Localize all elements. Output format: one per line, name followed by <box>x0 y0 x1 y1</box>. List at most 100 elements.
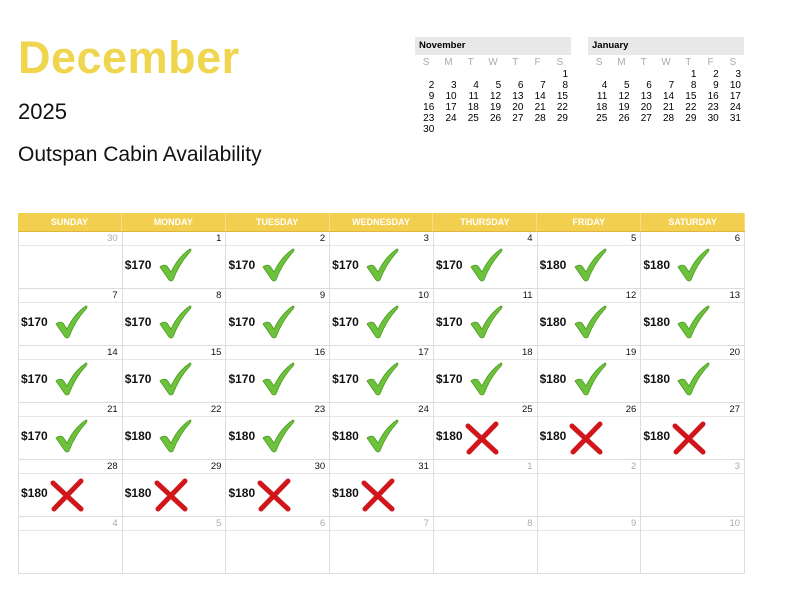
mini-day[interactable] <box>460 124 482 135</box>
mini-day[interactable]: 29 <box>556 113 568 124</box>
mini-day[interactable]: 6 <box>646 80 652 91</box>
mini-day[interactable]: 21 <box>663 102 675 113</box>
mini-day[interactable]: 21 <box>534 102 546 113</box>
day-cell[interactable]: 31 $180 <box>330 460 434 516</box>
day-cell[interactable]: 13 $180 <box>641 289 746 345</box>
mini-day[interactable]: 11 <box>468 91 479 102</box>
mini-day[interactable]: 12 <box>490 91 502 102</box>
mini-day[interactable]: 10 <box>729 80 741 91</box>
mini-day[interactable]: 4 <box>473 80 479 91</box>
mini-day[interactable] <box>460 69 482 80</box>
day-cell[interactable]: 5 <box>122 517 227 573</box>
mini-day[interactable]: 8 <box>690 80 697 91</box>
day-cell[interactable]: 15 $170 <box>122 346 227 402</box>
day-cell[interactable]: 2 $170 <box>226 232 331 288</box>
mini-day[interactable]: 28 <box>534 113 546 124</box>
mini-day[interactable]: 19 <box>618 102 630 113</box>
day-cell[interactable]: 4 <box>18 517 123 573</box>
mini-day[interactable]: 23 <box>423 113 435 124</box>
mini-day[interactable]: 5 <box>624 80 630 91</box>
mini-day[interactable]: 15 <box>685 91 697 102</box>
mini-day[interactable] <box>526 69 548 80</box>
mini-day[interactable]: 1 <box>562 69 568 80</box>
day-cell[interactable]: 7 <box>330 517 434 573</box>
day-cell[interactable]: 26 $180 <box>537 403 642 459</box>
mini-day[interactable] <box>504 124 526 135</box>
day-cell[interactable]: 27 $180 <box>641 403 746 459</box>
day-cell[interactable]: 10 <box>641 517 746 573</box>
mini-day[interactable]: 25 <box>467 113 479 124</box>
day-cell[interactable]: 3 $170 <box>330 232 434 288</box>
day-cell[interactable]: 14 $170 <box>18 346 123 402</box>
mini-day[interactable] <box>549 124 571 135</box>
mini-day[interactable]: 16 <box>423 102 435 113</box>
mini-day[interactable]: 26 <box>490 113 502 124</box>
mini-day[interactable]: 6 <box>517 80 524 91</box>
day-cell[interactable]: 28 $180 <box>18 460 123 516</box>
mini-day[interactable] <box>633 69 655 80</box>
day-cell[interactable]: 23 $180 <box>226 403 331 459</box>
day-cell[interactable]: 9 <box>537 517 642 573</box>
mini-day[interactable]: 12 <box>618 91 630 102</box>
mini-day[interactable]: 26 <box>618 113 630 124</box>
mini-day[interactable]: 14 <box>534 91 546 102</box>
mini-day[interactable]: 19 <box>490 102 502 113</box>
day-cell[interactable]: 19 $180 <box>537 346 642 402</box>
mini-day[interactable] <box>437 124 459 135</box>
mini-day[interactable] <box>482 124 504 135</box>
day-cell[interactable]: 18 $170 <box>433 346 538 402</box>
mini-day[interactable]: 28 <box>663 113 675 124</box>
day-cell[interactable]: 30 $180 <box>226 460 331 516</box>
mini-day[interactable]: 9 <box>713 80 719 91</box>
mini-day[interactable]: 27 <box>512 113 524 124</box>
mini-day[interactable]: 23 <box>707 102 719 113</box>
day-cell[interactable]: 2 <box>537 460 642 516</box>
day-cell[interactable]: 16 $170 <box>226 346 331 402</box>
day-cell[interactable]: 12 $180 <box>537 289 642 345</box>
mini-day[interactable]: 4 <box>601 80 608 91</box>
mini-day[interactable] <box>588 69 610 80</box>
day-cell[interactable]: 3 <box>641 460 746 516</box>
mini-day[interactable] <box>504 69 526 80</box>
day-cell[interactable]: 6 <box>226 517 331 573</box>
day-cell[interactable]: 17 $170 <box>330 346 434 402</box>
mini-day[interactable]: 24 <box>729 102 741 113</box>
mini-day[interactable] <box>610 69 632 80</box>
mini-day[interactable]: 13 <box>512 91 524 102</box>
mini-day[interactable]: 2 <box>713 69 719 80</box>
mini-day[interactable] <box>482 69 504 80</box>
mini-day[interactable]: 7 <box>540 80 546 91</box>
mini-day[interactable]: 18 <box>467 102 479 113</box>
mini-day[interactable]: 2 <box>428 80 435 91</box>
day-cell[interactable]: 6 $180 <box>641 232 746 288</box>
mini-day[interactable]: 3 <box>451 80 457 91</box>
day-cell[interactable]: 10 $170 <box>330 289 434 345</box>
day-cell[interactable]: 25 $180 <box>433 403 538 459</box>
mini-day[interactable]: 11 <box>596 91 608 102</box>
day-cell[interactable]: 9 $170 <box>226 289 331 345</box>
mini-day[interactable]: 16 <box>707 91 719 102</box>
mini-day[interactable] <box>526 124 548 135</box>
mini-day[interactable]: 22 <box>685 102 697 113</box>
mini-day[interactable]: 14 <box>663 91 675 102</box>
mini-day[interactable]: 18 <box>596 102 608 113</box>
day-cell[interactable]: 1 $170 <box>122 232 227 288</box>
day-cell[interactable]: 4 $170 <box>433 232 538 288</box>
mini-day[interactable]: 17 <box>445 102 457 113</box>
mini-day[interactable]: 30 <box>707 113 719 124</box>
mini-day[interactable] <box>437 69 459 80</box>
day-cell[interactable]: 5 $180 <box>537 232 642 288</box>
mini-day[interactable]: 27 <box>640 113 652 124</box>
day-cell[interactable]: 20 $180 <box>641 346 746 402</box>
day-cell[interactable]: 8 $170 <box>122 289 227 345</box>
mini-day[interactable]: 24 <box>445 113 457 124</box>
mini-day[interactable] <box>655 69 677 80</box>
mini-day[interactable]: 13 <box>640 91 652 102</box>
day-cell[interactable]: 29 $180 <box>122 460 227 516</box>
mini-day[interactable]: 5 <box>495 80 502 91</box>
mini-day[interactable]: 10 <box>445 91 457 102</box>
mini-day[interactable]: 20 <box>640 102 652 113</box>
day-cell[interactable]: 11 $170 <box>433 289 538 345</box>
day-cell[interactable]: 8 <box>433 517 538 573</box>
mini-day[interactable]: 20 <box>512 102 524 113</box>
